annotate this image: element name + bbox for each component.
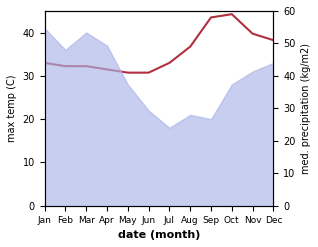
Y-axis label: max temp (C): max temp (C) — [7, 75, 17, 142]
Y-axis label: med. precipitation (kg/m2): med. precipitation (kg/m2) — [301, 43, 311, 174]
X-axis label: date (month): date (month) — [118, 230, 200, 240]
